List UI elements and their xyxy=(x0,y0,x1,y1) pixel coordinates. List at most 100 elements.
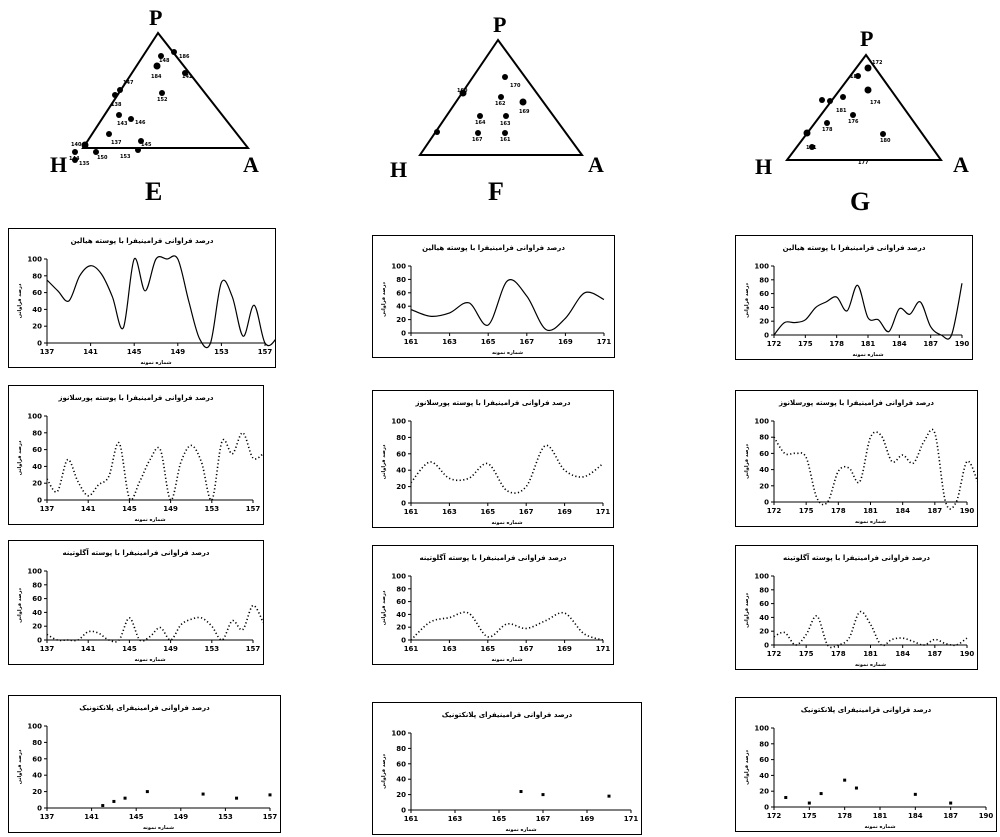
y-tick-label: 100 xyxy=(27,256,42,264)
chart-plot: درصد فراوانی فرامینیفرای پلانکتونیک 0 20 40… xyxy=(381,711,638,833)
y-tick-label: 40 xyxy=(396,776,406,784)
x-tick-label: 184 xyxy=(908,812,923,820)
y-tick-label: 100 xyxy=(27,413,42,421)
x-tick-label: 190 xyxy=(960,507,975,515)
x-tick-label: 145 xyxy=(122,505,137,513)
data-point xyxy=(843,778,847,782)
ternary-point-label: 177 xyxy=(858,160,869,166)
x-tick-label: 169 xyxy=(580,815,595,823)
x-tick-label: 149 xyxy=(170,348,185,356)
x-tick-label: 167 xyxy=(519,338,534,346)
y-tick-label: 80 xyxy=(759,586,769,594)
x-tick-label: 167 xyxy=(519,645,534,653)
x-tick-label: 175 xyxy=(799,650,814,658)
y-tick-label: 0 xyxy=(401,500,406,508)
y-tick-label: 60 xyxy=(32,595,42,603)
ternary-f: P H A F 170 162 169 164 163 167 161 160 xyxy=(390,12,604,206)
x-tick-label: 145 xyxy=(127,348,142,356)
y-axis-label: درصد فراوانی xyxy=(381,444,387,479)
y-tick-label: 0 xyxy=(37,805,42,813)
x-tick-label: 184 xyxy=(895,650,910,658)
data-point xyxy=(145,790,149,794)
ternary-point xyxy=(128,116,134,122)
data-point xyxy=(807,801,811,805)
data-point xyxy=(101,804,105,808)
ternary-point-label: 135 xyxy=(79,161,90,167)
ternary-e: P H A E 186 184 152 147 138 143 146 137 … xyxy=(50,5,259,206)
chart-agglutinated-f: درصد فراوانی فرامینیفرا با پوسته آگلوتین… xyxy=(372,545,614,665)
ternary-point-label: 138 xyxy=(111,102,122,108)
ternary-point xyxy=(434,129,440,135)
x-axis-label: شماره نمونه xyxy=(492,520,523,526)
vertex-label-left: H xyxy=(755,154,772,179)
ternary-point xyxy=(819,97,825,103)
chart-title: درصد فراوانی فرامینیفرا با پوسته پورسلان… xyxy=(414,399,570,407)
ternary-triangle xyxy=(81,31,251,149)
y-tick-label: 40 xyxy=(759,466,769,474)
series-line xyxy=(46,604,263,643)
y-tick-label: 20 xyxy=(396,791,406,799)
ternary-point xyxy=(116,112,122,118)
data-point xyxy=(268,793,272,797)
y-tick-label: 40 xyxy=(396,303,406,311)
y-tick-label: 0 xyxy=(764,642,769,650)
x-tick-label: 190 xyxy=(979,812,994,820)
x-tick-label: 149 xyxy=(163,645,178,653)
chart-title: درصد فراوانی فرامینیفرا با پوسته آگلوتین… xyxy=(419,553,566,562)
x-tick-label: 190 xyxy=(960,650,975,658)
y-axis-label: درصد فراوانی xyxy=(17,440,23,475)
y-tick-label: 80 xyxy=(32,272,42,280)
series-line xyxy=(773,283,963,340)
y-tick-label: 0 xyxy=(764,332,769,340)
x-tick-label: 169 xyxy=(557,508,572,516)
data-point xyxy=(123,796,127,800)
ternary-point-label: 160 xyxy=(457,88,468,94)
ternary-point xyxy=(855,73,861,79)
chart-title: درصد فراوانی فرامینیفرا با پوسته پورسلان… xyxy=(57,394,213,402)
x-tick-label: 157 xyxy=(246,505,261,513)
x-tick-label: 187 xyxy=(923,340,938,348)
x-tick-label: 157 xyxy=(263,813,278,821)
x-tick-label: 171 xyxy=(597,338,612,346)
chart-plot: درصد فراوانی فرامینیفرای پلانکتونیک 0 20 40… xyxy=(744,706,994,830)
y-axis-label: درصد فراوانی xyxy=(17,749,23,784)
y-tick-label: 0 xyxy=(401,330,406,338)
y-tick-label: 60 xyxy=(396,598,406,606)
x-tick-label: 181 xyxy=(873,812,888,820)
x-tick-label: 161 xyxy=(404,508,419,516)
y-tick-label: 80 xyxy=(759,740,769,748)
y-tick-label: 0 xyxy=(37,340,42,348)
panel-label: E xyxy=(145,177,162,206)
x-tick-label: 163 xyxy=(442,508,457,516)
ternary-point-label: 167 xyxy=(472,137,483,143)
x-tick-label: 171 xyxy=(596,645,611,653)
chart-title: درصد فراوانی فرامینیفرای پلانکتونیک xyxy=(801,706,932,714)
ternary-point-label: 172 xyxy=(872,60,883,66)
x-tick-label: 149 xyxy=(163,505,178,513)
ternary-point-label: 143 xyxy=(117,121,128,127)
y-tick-label: 80 xyxy=(396,585,406,593)
ternary-point-label: 145 xyxy=(141,142,152,148)
ternary-point xyxy=(135,147,141,153)
y-tick-label: 20 xyxy=(32,623,42,631)
ternary-point-label: 150 xyxy=(97,155,108,161)
ternary-point-label: 153 xyxy=(120,154,131,160)
y-tick-label: 60 xyxy=(396,760,406,768)
ternary-point xyxy=(864,86,872,94)
y-tick-label: 20 xyxy=(759,318,769,326)
y-tick-label: 20 xyxy=(396,483,406,491)
x-tick-label: 165 xyxy=(480,645,495,653)
x-tick-label: 172 xyxy=(767,507,782,515)
x-tick-label: 178 xyxy=(831,650,846,658)
y-tick-label: 60 xyxy=(32,446,42,454)
data-point xyxy=(949,801,953,805)
ternary-point-label: 183 xyxy=(850,74,861,80)
ternary-point xyxy=(159,90,165,96)
series-line xyxy=(410,444,604,494)
x-tick-label: 163 xyxy=(448,815,463,823)
x-tick-label: 153 xyxy=(218,813,233,821)
x-axis-label: شماره نمونه xyxy=(143,825,174,831)
chart-hyaline-f: درصد فراوانی فرامینیفرا با پوسته هیالین 0… xyxy=(372,235,615,358)
x-tick-label: 172 xyxy=(767,650,782,658)
ternary-point xyxy=(459,89,467,97)
